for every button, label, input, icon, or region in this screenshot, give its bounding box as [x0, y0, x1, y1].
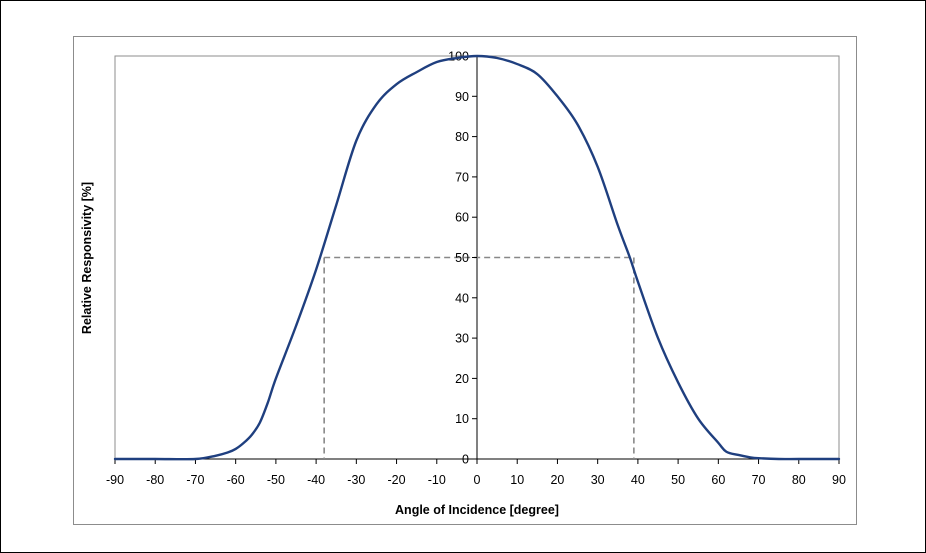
x-tick-label: -40 — [307, 473, 325, 487]
y-axis-title: Relative Responsivity [%] — [80, 182, 94, 334]
x-tick-label: -60 — [227, 473, 245, 487]
y-tick-label: 0 — [462, 453, 469, 467]
y-tick-label: 100 — [448, 50, 469, 64]
y-tick-label: 40 — [455, 291, 469, 305]
x-ticks: -90 -80 -70 -60 -50 -40 -30 -20 -10 0 10 20 30 40 50 60… — [106, 459, 846, 487]
y-tick-label: 80 — [455, 130, 469, 144]
x-tick-label: 80 — [792, 473, 806, 487]
x-tick-label: 40 — [631, 473, 645, 487]
y-tick-label: 50 — [455, 251, 469, 265]
x-tick-label: 10 — [510, 473, 524, 487]
x-tick-label: -30 — [347, 473, 365, 487]
half-max-reference-lines — [323, 256, 635, 459]
x-tick-label: 50 — [671, 473, 685, 487]
x-tick-label: 60 — [711, 473, 725, 487]
x-tick-label: -10 — [428, 473, 446, 487]
responsivity-curve — [113, 54, 841, 461]
x-tick-label: 20 — [550, 473, 564, 487]
y-tick-label: 90 — [455, 90, 469, 104]
x-tick-label: 0 — [474, 473, 481, 487]
x-tick-label: 90 — [832, 473, 846, 487]
x-tick-label: -70 — [186, 473, 204, 487]
y-tick-label: 20 — [455, 372, 469, 386]
chart-area — [73, 36, 857, 525]
y-tick-label: 60 — [455, 211, 469, 225]
x-tick-label: 70 — [752, 473, 766, 487]
x-tick-label: 30 — [591, 473, 605, 487]
x-tick-label: -80 — [146, 473, 164, 487]
x-tick-label: -20 — [388, 473, 406, 487]
x-tick-label: -50 — [267, 473, 285, 487]
x-tick-label: -90 — [106, 473, 124, 487]
y-tick-label: 30 — [455, 332, 469, 346]
y-tick-label: 10 — [455, 412, 469, 426]
x-axis-title: Angle of Incidence [degree] — [395, 503, 559, 517]
y-tick-label: 70 — [455, 170, 469, 184]
y-ticks: 0 10 20 30 40 50 60 70 80 90 100 — [448, 50, 477, 467]
